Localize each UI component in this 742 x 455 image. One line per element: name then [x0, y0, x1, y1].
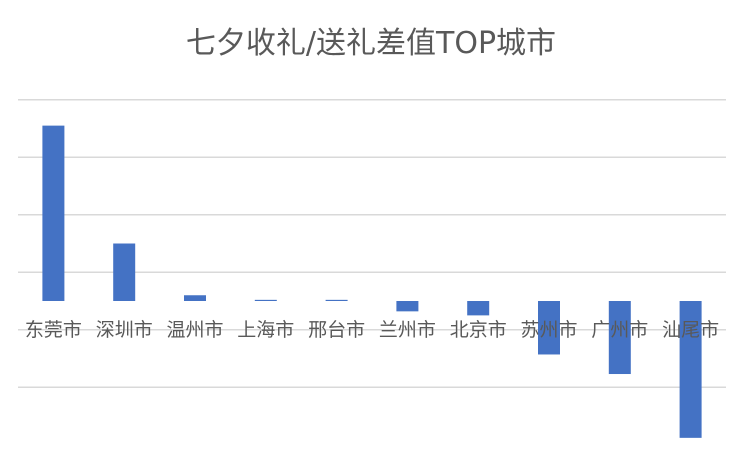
category-label-4: 邢台市 — [308, 319, 365, 341]
bars — [42, 125, 702, 438]
gridlines — [18, 99, 726, 388]
bar-8 — [608, 301, 631, 375]
chart-title: 七夕收礼/送礼差值TOP城市 — [185, 26, 557, 61]
category-label-9: 汕尾市 — [662, 319, 719, 341]
bar-5 — [396, 301, 419, 312]
bar-0 — [42, 125, 65, 301]
bar-7 — [538, 301, 560, 355]
category-label-1: 深圳市 — [96, 319, 153, 341]
bar-6 — [467, 301, 490, 316]
bar-1 — [113, 243, 136, 301]
category-label-8: 广州市 — [591, 319, 648, 341]
bar-2 — [184, 295, 206, 301]
bar-3 — [254, 299, 277, 301]
bar-9 — [679, 301, 702, 438]
category-label-0: 东莞市 — [25, 319, 82, 341]
category-label-2: 温州市 — [166, 319, 223, 341]
category-labels: 东莞市 深圳市 温州市 上海市 邢台市 兰州市 北京市 苏州市 广州市 汕尾市 — [25, 319, 719, 341]
category-label-5: 兰州市 — [379, 319, 436, 341]
bar-4 — [325, 299, 348, 301]
category-label-7: 苏州市 — [520, 319, 577, 341]
category-label-6: 北京市 — [450, 319, 507, 341]
category-label-3: 上海市 — [237, 319, 294, 341]
